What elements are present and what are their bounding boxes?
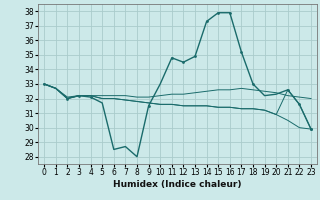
X-axis label: Humidex (Indice chaleur): Humidex (Indice chaleur)	[113, 180, 242, 189]
